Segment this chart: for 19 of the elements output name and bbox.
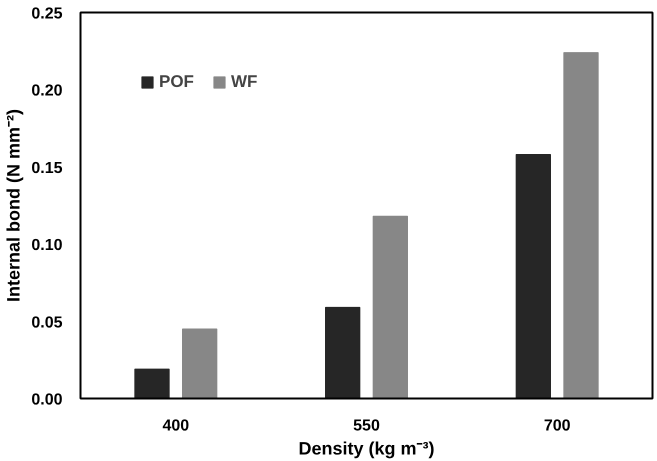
y-tick-label: 0.15 <box>31 160 63 177</box>
y-tick-label: 0.25 <box>31 6 63 22</box>
bar <box>182 328 218 398</box>
legend-label: WF <box>230 72 258 92</box>
y-tick-label: 0.00 <box>31 392 63 408</box>
bar <box>563 52 599 398</box>
x-tick-label: 700 <box>544 418 571 434</box>
y-tick-label: 0.05 <box>31 314 63 332</box>
y-tick-label: 0.10 <box>31 237 63 254</box>
bar <box>325 306 360 398</box>
x-axis-title: Density (kg m⁻³) <box>298 438 435 458</box>
y-tick-label: 0.20 <box>31 82 63 100</box>
bar <box>516 154 551 398</box>
bar <box>134 368 170 398</box>
x-tick-label: 550 <box>353 418 380 434</box>
y-axis-title: Internal bond (N mm⁻²) <box>3 108 24 302</box>
legend-label: POF <box>159 72 194 92</box>
x-tick-label: 400 <box>162 418 190 434</box>
bar <box>372 216 408 398</box>
